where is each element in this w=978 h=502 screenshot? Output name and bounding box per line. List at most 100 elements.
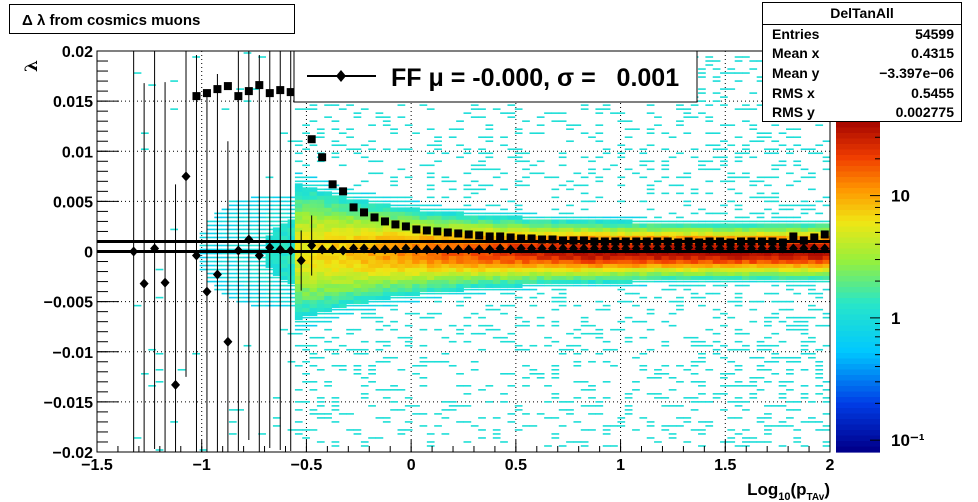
heatmap-cell <box>309 235 318 240</box>
heatmap-cell <box>617 112 626 114</box>
heatmap-cell <box>514 316 523 319</box>
heatmap-cell <box>507 212 516 215</box>
heatmap-cell <box>786 373 794 375</box>
heatmap-cell <box>764 348 772 351</box>
heatmap-cell <box>375 389 384 391</box>
heatmap-cell <box>375 275 384 280</box>
heatmap-cell <box>522 231 530 236</box>
heatmap-cell <box>346 312 354 315</box>
heatmap-cell <box>727 267 736 272</box>
heatmap-cell <box>654 124 662 126</box>
heatmap-cell <box>749 180 758 183</box>
heatmap-cell <box>492 433 501 435</box>
heatmap-cell <box>309 324 318 327</box>
heatmap-cell <box>324 235 332 240</box>
heatmap-cell <box>632 227 640 232</box>
heatmap-cell <box>206 248 215 251</box>
heatmap-cell <box>661 176 670 179</box>
heatmap-cell <box>573 344 582 347</box>
heatmap-cell <box>353 291 362 297</box>
heatmap-cell <box>250 264 259 267</box>
heatmap-cell <box>507 251 516 256</box>
heatmap-cell <box>360 287 369 292</box>
heatmap-cell <box>331 295 340 301</box>
heatmap-cell <box>632 172 640 175</box>
heatmap-cell <box>478 332 486 335</box>
heatmap-cell <box>470 271 479 276</box>
heatmap-cell <box>316 180 325 183</box>
heatmap-cell <box>507 304 516 307</box>
heatmap-cell <box>492 336 501 339</box>
heatmap-cell <box>302 295 310 301</box>
heatmap-cell <box>624 409 633 411</box>
heatmap-cell <box>815 227 824 232</box>
heatmap-cell <box>368 219 376 224</box>
heatmap-cell <box>580 132 589 134</box>
heatmap-cell <box>646 425 655 427</box>
heatmap-cell <box>360 227 369 232</box>
heatmap-cell <box>382 116 391 118</box>
heatmap-cell <box>595 251 604 256</box>
heatmap-cell <box>485 324 494 327</box>
heatmap-cell <box>478 389 486 391</box>
heatmap-cell <box>720 271 728 276</box>
heatmap-cell <box>624 292 633 295</box>
heatmap-cell <box>705 132 714 134</box>
heatmap-cell <box>566 212 574 215</box>
rms-point <box>705 237 714 246</box>
colorbar-segment <box>836 177 880 184</box>
heatmap-cell <box>272 263 281 268</box>
heatmap-cell <box>309 381 318 383</box>
heatmap-cell <box>800 204 809 207</box>
heatmap-cell <box>287 267 296 272</box>
heatmap-cell <box>624 263 633 268</box>
heatmap-cell <box>199 268 208 271</box>
heatmap-cell <box>368 381 376 383</box>
heatmap-cell <box>676 235 684 240</box>
heatmap-cell <box>720 212 728 215</box>
heatmap-cell <box>712 212 721 215</box>
heatmap-cell <box>668 212 677 215</box>
heatmap-cell <box>456 275 464 280</box>
heatmap-cell <box>360 393 369 395</box>
heatmap-cell <box>690 116 699 118</box>
heatmap-cell <box>756 364 765 367</box>
heatmap-cell <box>456 385 464 387</box>
heatmap-cell <box>375 196 384 199</box>
heatmap-cell <box>720 344 728 347</box>
heatmap-cell <box>250 232 259 235</box>
heatmap-cell <box>419 235 428 240</box>
heatmap-cell <box>228 232 237 235</box>
heatmap-cell <box>580 219 589 224</box>
heatmap-cell <box>646 255 655 260</box>
heatmap-cell <box>522 279 530 284</box>
heatmap-cell <box>294 433 303 435</box>
heatmap-cell <box>712 280 721 283</box>
heatmap-cell <box>734 80 743 82</box>
heatmap-cell <box>536 227 545 232</box>
heatmap-cell <box>360 397 369 399</box>
colorbar-segment <box>836 133 880 140</box>
heatmap-cell <box>492 223 501 228</box>
heatmap-cell <box>456 421 464 423</box>
heatmap-cell <box>705 328 714 331</box>
heatmap-cell <box>404 259 413 264</box>
heatmap-cell <box>500 259 508 264</box>
heatmap-cell <box>749 124 758 126</box>
heatmap-cell <box>206 232 215 235</box>
heatmap-cell <box>712 267 721 272</box>
heatmap-cell <box>573 279 582 284</box>
heatmap-cell <box>734 405 743 407</box>
heatmap-cell <box>544 401 552 403</box>
heatmap-cell <box>771 200 780 203</box>
heatmap-cell <box>668 433 677 435</box>
heatmap-cell <box>720 124 728 126</box>
heatmap-cell <box>463 283 472 288</box>
colorbar-segment <box>836 309 880 316</box>
heatmap-cell <box>419 267 428 272</box>
heatmap-cell <box>228 256 237 259</box>
heatmap-cell <box>228 292 237 295</box>
heatmap-cell <box>419 377 428 379</box>
heatmap-cell <box>588 267 596 272</box>
mean-point <box>663 243 673 254</box>
